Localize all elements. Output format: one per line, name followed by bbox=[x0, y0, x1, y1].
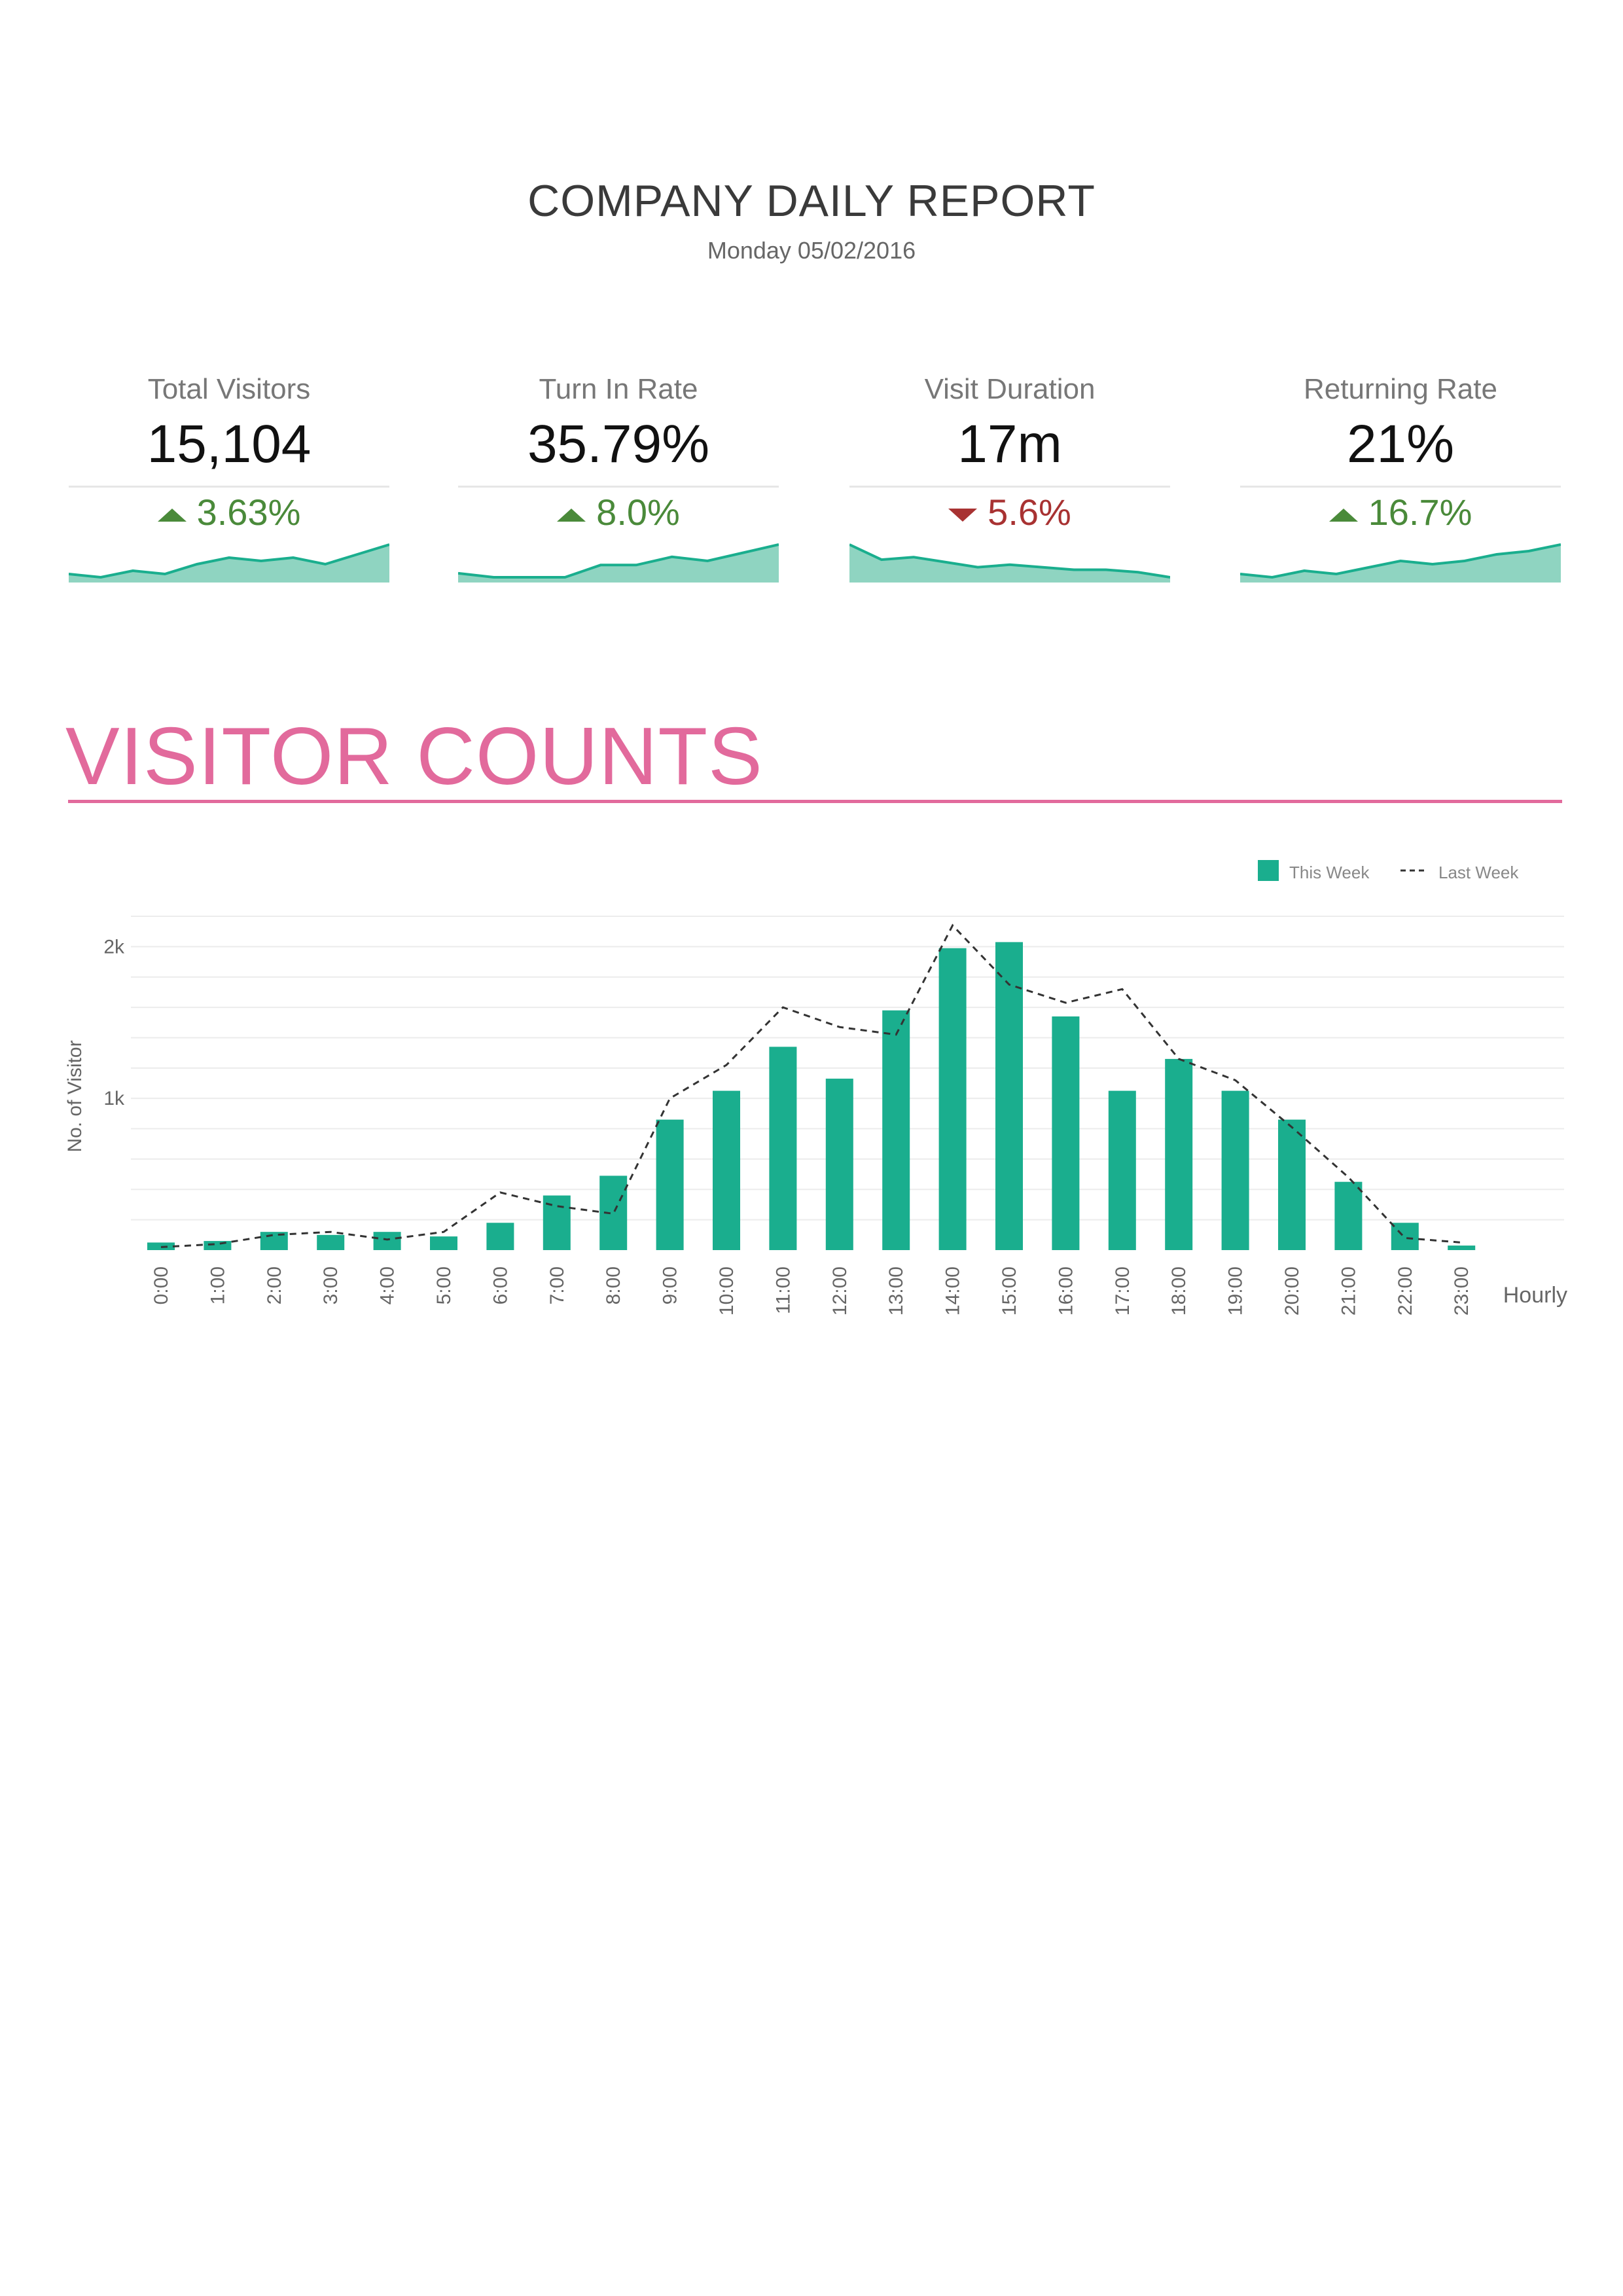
kpi-change: 16.7% bbox=[1240, 491, 1561, 533]
y-tick-label: 2k bbox=[103, 936, 125, 958]
bar-this-week bbox=[1448, 1246, 1476, 1250]
report-title: COMPANY DAILY REPORT bbox=[527, 176, 1096, 226]
x-tick-label: 7:00 bbox=[546, 1266, 568, 1304]
visitor-counts-chart: 1k 2k No. of Visitor 0:00 1:00 2:00 3:00 4:00 5:… bbox=[64, 860, 1567, 1316]
x-tick-label: 12:00 bbox=[829, 1266, 851, 1316]
kpi-label: Total Visitors bbox=[147, 373, 311, 405]
sparkline bbox=[849, 543, 1170, 583]
y-axis-label: No. of Visitor bbox=[64, 1040, 86, 1152]
kpi-change: 5.6% bbox=[849, 491, 1170, 533]
kpi-change: 8.0% bbox=[458, 491, 779, 533]
kpi-divider bbox=[69, 486, 389, 488]
bar-this-week bbox=[204, 1241, 232, 1250]
bar-this-week bbox=[486, 1223, 514, 1250]
bar-this-week bbox=[1391, 1223, 1419, 1250]
bar-this-week bbox=[317, 1234, 345, 1250]
x-tick-label: 11:00 bbox=[772, 1266, 794, 1314]
triangle-up-icon bbox=[1329, 509, 1358, 522]
bar-this-week bbox=[1278, 1119, 1306, 1250]
kpi-visit-duration: Visit Duration 17m 5.6% bbox=[849, 373, 1170, 583]
bar-this-week bbox=[599, 1175, 628, 1250]
x-tick-label: 18:00 bbox=[1168, 1266, 1190, 1316]
x-tick-label: 4:00 bbox=[377, 1266, 399, 1304]
x-tick-label: 15:00 bbox=[999, 1266, 1020, 1316]
y-tick-label: 1k bbox=[103, 1088, 125, 1109]
sparkline-line bbox=[69, 543, 389, 579]
bar-this-week bbox=[1108, 1090, 1136, 1250]
x-tick-label: 10:00 bbox=[716, 1266, 738, 1316]
triangle-down-icon bbox=[948, 509, 978, 522]
kpi-change: 3.63% bbox=[69, 491, 389, 533]
x-axis-label: Hourly bbox=[1503, 1283, 1567, 1308]
line-last-week bbox=[160, 924, 1462, 1248]
bar-this-week bbox=[1334, 1181, 1363, 1250]
kpi-change-value: 16.7% bbox=[1368, 492, 1472, 533]
x-tick-label: 9:00 bbox=[660, 1266, 681, 1304]
sparkline-area bbox=[1240, 545, 1561, 583]
bar-this-week bbox=[656, 1119, 684, 1250]
x-tick-label: 16:00 bbox=[1055, 1266, 1077, 1316]
kpi-value: 17m bbox=[957, 414, 1062, 474]
bar-this-week bbox=[825, 1079, 853, 1250]
x-tick-label: 3:00 bbox=[320, 1266, 342, 1304]
kpi-turn-in-rate: Turn In Rate 35.79% 8.0% bbox=[458, 373, 779, 583]
bar-this-week bbox=[1165, 1058, 1193, 1250]
sparkline bbox=[1240, 543, 1561, 583]
kpi-label: Returning Rate bbox=[1304, 373, 1497, 405]
kpi-value: 35.79% bbox=[527, 414, 710, 474]
section-title: VISITOR COUNTS bbox=[65, 711, 763, 802]
x-tick-label: 6:00 bbox=[490, 1266, 511, 1304]
x-tick-label: 19:00 bbox=[1225, 1266, 1247, 1316]
kpi-value: 15,104 bbox=[147, 414, 312, 474]
kpi-total-visitors: Total Visitors 15,104 3.63% bbox=[69, 373, 389, 583]
x-tick-label: 14:00 bbox=[942, 1266, 964, 1316]
x-tick-label: 5:00 bbox=[433, 1266, 455, 1304]
bar-this-week bbox=[1221, 1090, 1249, 1250]
kpi-change-value: 5.6% bbox=[988, 492, 1071, 533]
kpi-value: 21% bbox=[1346, 414, 1455, 474]
bar-this-week bbox=[882, 1010, 910, 1250]
sparkline-line bbox=[1240, 543, 1561, 579]
bar-this-week bbox=[1052, 1016, 1080, 1250]
sparkline-line bbox=[458, 543, 779, 579]
bar-this-week bbox=[373, 1232, 401, 1250]
bar-this-week bbox=[938, 948, 967, 1250]
sparkline-area bbox=[69, 545, 389, 583]
bar-this-week bbox=[769, 1047, 797, 1250]
bar-this-week bbox=[995, 942, 1023, 1250]
sparkline-area bbox=[458, 545, 779, 583]
kpi-change-value: 8.0% bbox=[596, 492, 680, 533]
kpi-change-value: 3.63% bbox=[196, 492, 301, 533]
bar-this-week bbox=[713, 1090, 740, 1250]
x-tick-label: 0:00 bbox=[151, 1266, 172, 1304]
x-tick-label: 13:00 bbox=[885, 1266, 907, 1316]
x-tick-label: 2:00 bbox=[264, 1266, 285, 1304]
triangle-up-icon bbox=[157, 509, 187, 522]
x-tick-label: 23:00 bbox=[1451, 1266, 1472, 1316]
kpi-label: Visit Duration bbox=[924, 373, 1096, 405]
x-tick-label: 8:00 bbox=[603, 1266, 624, 1304]
kpi-divider bbox=[849, 486, 1170, 488]
sparkline-line bbox=[849, 543, 1170, 579]
bar-this-week bbox=[430, 1236, 457, 1250]
x-tick-label: 22:00 bbox=[1395, 1266, 1416, 1316]
x-tick-label: 17:00 bbox=[1112, 1266, 1133, 1316]
triangle-up-icon bbox=[557, 509, 586, 522]
kpi-divider bbox=[458, 486, 779, 488]
legend: This Week Last Week bbox=[1258, 860, 1519, 882]
kpi-returning-rate: Returning Rate 21% 16.7% bbox=[1240, 373, 1561, 583]
sparkline bbox=[69, 543, 389, 583]
report-date: Monday 05/02/2016 bbox=[707, 237, 916, 264]
kpi-label: Turn In Rate bbox=[539, 373, 698, 405]
legend-label: Last Week bbox=[1438, 863, 1519, 882]
x-tick-label: 1:00 bbox=[207, 1266, 228, 1304]
x-tick-label: 20:00 bbox=[1281, 1266, 1303, 1316]
section-divider bbox=[68, 800, 1562, 803]
legend-swatch-this-week bbox=[1258, 860, 1279, 881]
kpi-divider bbox=[1240, 486, 1561, 488]
sparkline-area bbox=[849, 545, 1170, 583]
legend-label: This Week bbox=[1289, 863, 1370, 882]
sparkline bbox=[458, 543, 779, 583]
x-tick-label: 21:00 bbox=[1338, 1266, 1359, 1316]
